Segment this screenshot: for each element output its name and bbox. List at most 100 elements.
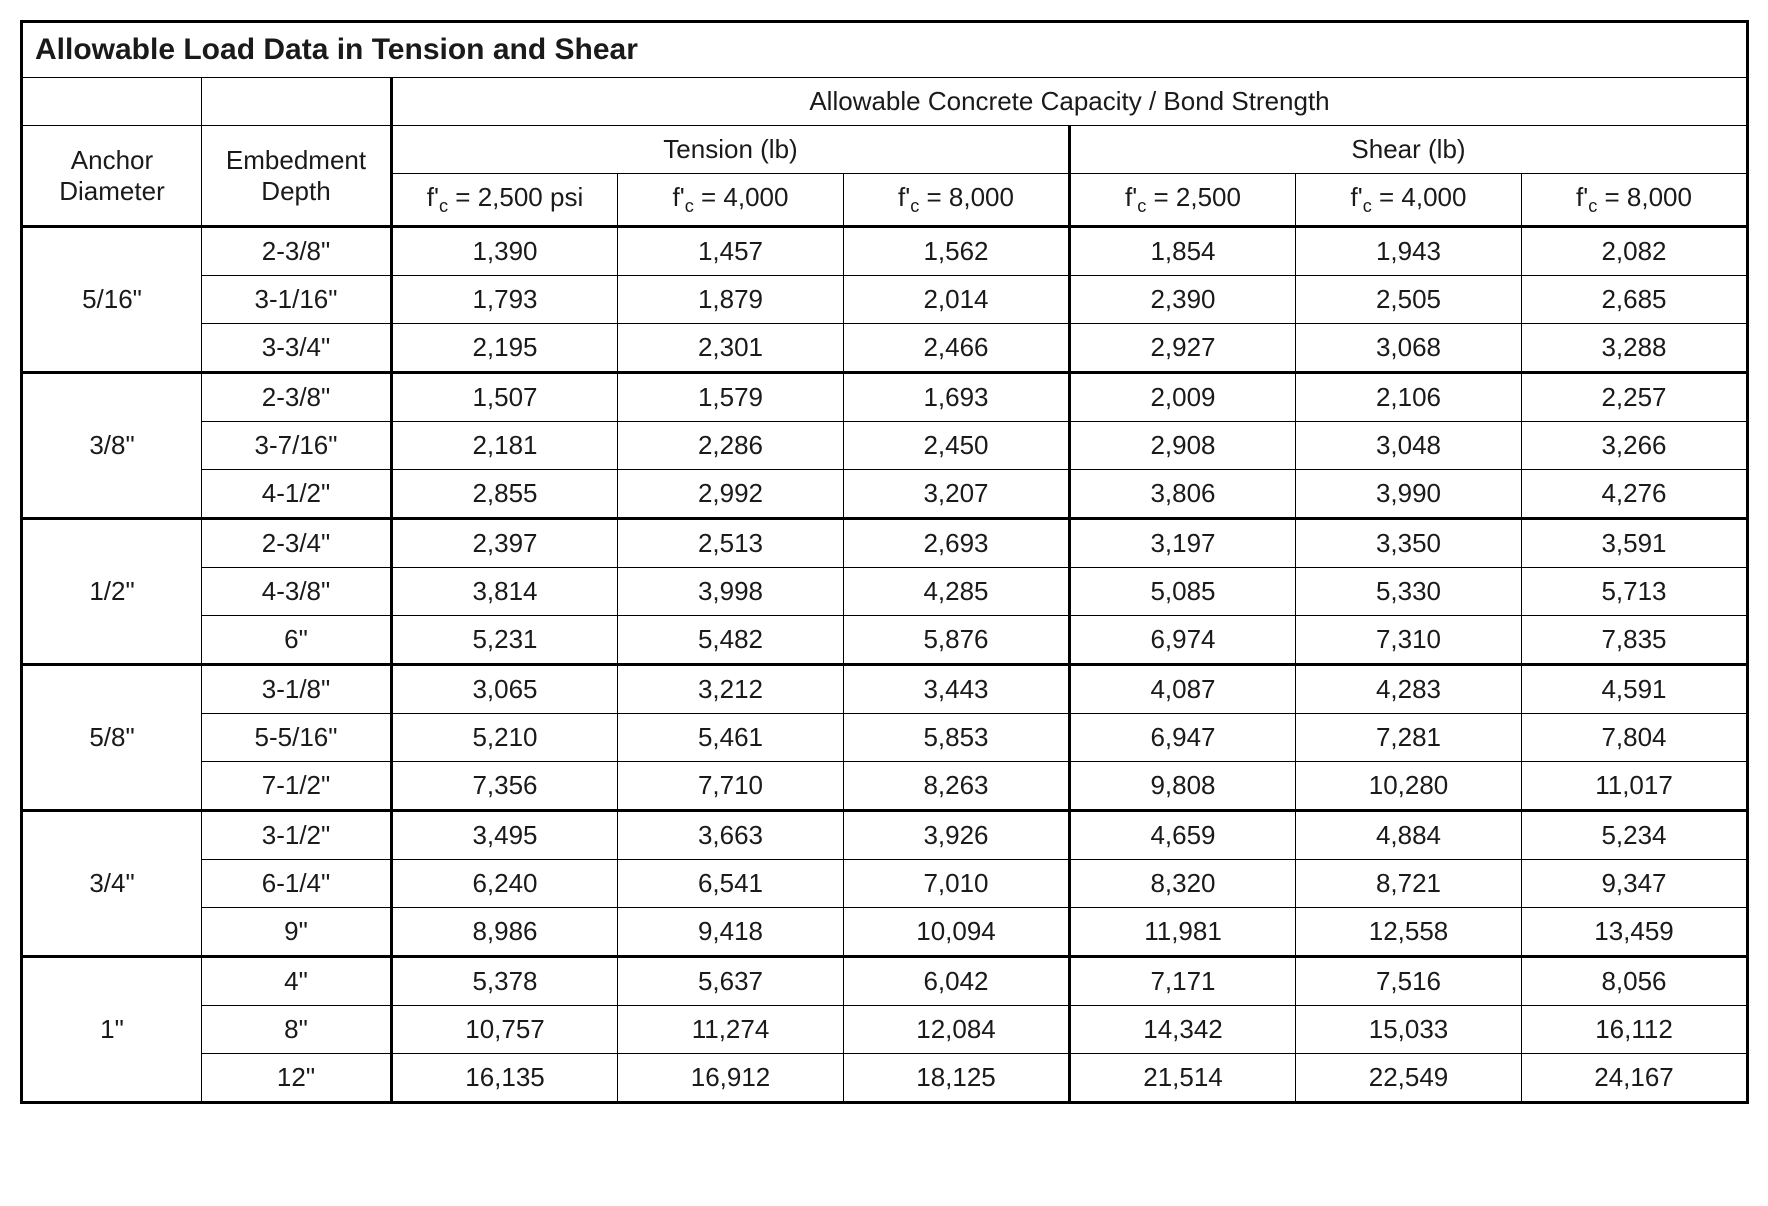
table-row: 5/8"3-1/8"3,0653,2123,4434,0874,2834,591 bbox=[22, 665, 1748, 714]
value-cell: 3,443 bbox=[844, 665, 1070, 714]
embedment-depth-cell: 7-1/2" bbox=[202, 762, 392, 811]
value-cell: 14,342 bbox=[1070, 1006, 1296, 1054]
embedment-depth-cell: 12" bbox=[202, 1054, 392, 1103]
embedment-depth-cell: 6" bbox=[202, 616, 392, 665]
table-row: 3-7/16"2,1812,2862,4502,9083,0483,266 bbox=[22, 422, 1748, 470]
value-cell: 11,274 bbox=[618, 1006, 844, 1054]
value-cell: 12,084 bbox=[844, 1006, 1070, 1054]
value-cell: 5,378 bbox=[392, 957, 618, 1006]
table-row: 3-3/4"2,1952,3012,4662,9273,0683,288 bbox=[22, 324, 1748, 373]
anchor-diameter-cell: 3/4" bbox=[22, 811, 202, 957]
value-cell: 4,591 bbox=[1522, 665, 1748, 714]
table-row: 1/2"2-3/4"2,3972,5132,6933,1973,3503,591 bbox=[22, 519, 1748, 568]
value-cell: 4,659 bbox=[1070, 811, 1296, 860]
embedment-depth-cell: 3-1/16" bbox=[202, 276, 392, 324]
value-cell: 3,591 bbox=[1522, 519, 1748, 568]
value-cell: 2,286 bbox=[618, 422, 844, 470]
value-cell: 2,257 bbox=[1522, 373, 1748, 422]
value-cell: 3,806 bbox=[1070, 470, 1296, 519]
value-cell: 4,087 bbox=[1070, 665, 1296, 714]
value-cell: 4,276 bbox=[1522, 470, 1748, 519]
value-cell: 6,974 bbox=[1070, 616, 1296, 665]
value-cell: 2,450 bbox=[844, 422, 1070, 470]
anchor-diameter-cell: 3/8" bbox=[22, 373, 202, 519]
value-cell: 5,876 bbox=[844, 616, 1070, 665]
value-cell: 15,033 bbox=[1296, 1006, 1522, 1054]
value-cell: 3,288 bbox=[1522, 324, 1748, 373]
value-cell: 3,663 bbox=[618, 811, 844, 860]
value-cell: 16,912 bbox=[618, 1054, 844, 1103]
value-cell: 1,943 bbox=[1296, 227, 1522, 276]
anchor-diameter-cell: 1" bbox=[22, 957, 202, 1103]
value-cell: 5,210 bbox=[392, 714, 618, 762]
col-anchor-diameter: Anchor Diameter bbox=[22, 126, 202, 227]
value-cell: 3,068 bbox=[1296, 324, 1522, 373]
value-cell: 2,181 bbox=[392, 422, 618, 470]
col-tension-8000: f'c = 8,000 bbox=[844, 174, 1070, 227]
value-cell: 3,926 bbox=[844, 811, 1070, 860]
value-cell: 2,301 bbox=[618, 324, 844, 373]
value-cell: 9,808 bbox=[1070, 762, 1296, 811]
embedment-depth-cell: 3-1/2" bbox=[202, 811, 392, 860]
value-cell: 2,195 bbox=[392, 324, 618, 373]
value-cell: 3,990 bbox=[1296, 470, 1522, 519]
value-cell: 2,009 bbox=[1070, 373, 1296, 422]
value-cell: 1,562 bbox=[844, 227, 1070, 276]
super-header: Allowable Concrete Capacity / Bond Stren… bbox=[392, 78, 1748, 126]
anchor-diameter-cell: 1/2" bbox=[22, 519, 202, 665]
value-cell: 7,710 bbox=[618, 762, 844, 811]
value-cell: 2,927 bbox=[1070, 324, 1296, 373]
value-cell: 1,854 bbox=[1070, 227, 1296, 276]
table-title: Allowable Load Data in Tension and Shear bbox=[22, 22, 1748, 78]
value-cell: 3,998 bbox=[618, 568, 844, 616]
header-blank-anchor bbox=[22, 78, 202, 126]
value-cell: 5,461 bbox=[618, 714, 844, 762]
value-cell: 4,285 bbox=[844, 568, 1070, 616]
table-row: 5/16"2-3/8"1,3901,4571,5621,8541,9432,08… bbox=[22, 227, 1748, 276]
load-data-table: Allowable Load Data in Tension and Shear… bbox=[20, 20, 1749, 1104]
table-row: 1"4"5,3785,6376,0427,1717,5168,056 bbox=[22, 957, 1748, 1006]
embedment-depth-cell: 9" bbox=[202, 908, 392, 957]
value-cell: 1,507 bbox=[392, 373, 618, 422]
value-cell: 1,879 bbox=[618, 276, 844, 324]
value-cell: 7,281 bbox=[1296, 714, 1522, 762]
col-tension-4000: f'c = 4,000 bbox=[618, 174, 844, 227]
value-cell: 2,390 bbox=[1070, 276, 1296, 324]
embedment-depth-cell: 4-1/2" bbox=[202, 470, 392, 519]
value-cell: 11,981 bbox=[1070, 908, 1296, 957]
value-cell: 1,793 bbox=[392, 276, 618, 324]
col-shear-2500: f'c = 2,500 bbox=[1070, 174, 1296, 227]
table-row: 4-1/2"2,8552,9923,2073,8063,9904,276 bbox=[22, 470, 1748, 519]
value-cell: 3,212 bbox=[618, 665, 844, 714]
col-shear-8000: f'c = 8,000 bbox=[1522, 174, 1748, 227]
value-cell: 16,135 bbox=[392, 1054, 618, 1103]
value-cell: 2,908 bbox=[1070, 422, 1296, 470]
value-cell: 4,884 bbox=[1296, 811, 1522, 860]
col-tension-2500: f'c = 2,500 psi bbox=[392, 174, 618, 227]
table-row: 3/8"2-3/8"1,5071,5791,6932,0092,1062,257 bbox=[22, 373, 1748, 422]
value-cell: 24,167 bbox=[1522, 1054, 1748, 1103]
embedment-depth-cell: 6-1/4" bbox=[202, 860, 392, 908]
embedment-depth-cell: 2-3/4" bbox=[202, 519, 392, 568]
value-cell: 8,320 bbox=[1070, 860, 1296, 908]
value-cell: 7,010 bbox=[844, 860, 1070, 908]
value-cell: 6,947 bbox=[1070, 714, 1296, 762]
value-cell: 6,042 bbox=[844, 957, 1070, 1006]
value-cell: 18,125 bbox=[844, 1054, 1070, 1103]
value-cell: 2,505 bbox=[1296, 276, 1522, 324]
anchor-diameter-cell: 5/16" bbox=[22, 227, 202, 373]
table-row: 7-1/2"7,3567,7108,2639,80810,28011,017 bbox=[22, 762, 1748, 811]
value-cell: 10,757 bbox=[392, 1006, 618, 1054]
value-cell: 2,513 bbox=[618, 519, 844, 568]
value-cell: 3,266 bbox=[1522, 422, 1748, 470]
value-cell: 2,992 bbox=[618, 470, 844, 519]
embedment-depth-cell: 5-5/16" bbox=[202, 714, 392, 762]
value-cell: 7,516 bbox=[1296, 957, 1522, 1006]
value-cell: 8,721 bbox=[1296, 860, 1522, 908]
value-cell: 9,347 bbox=[1522, 860, 1748, 908]
value-cell: 7,835 bbox=[1522, 616, 1748, 665]
value-cell: 10,094 bbox=[844, 908, 1070, 957]
value-cell: 3,814 bbox=[392, 568, 618, 616]
col-embedment-depth: Embedment Depth bbox=[202, 126, 392, 227]
value-cell: 6,541 bbox=[618, 860, 844, 908]
